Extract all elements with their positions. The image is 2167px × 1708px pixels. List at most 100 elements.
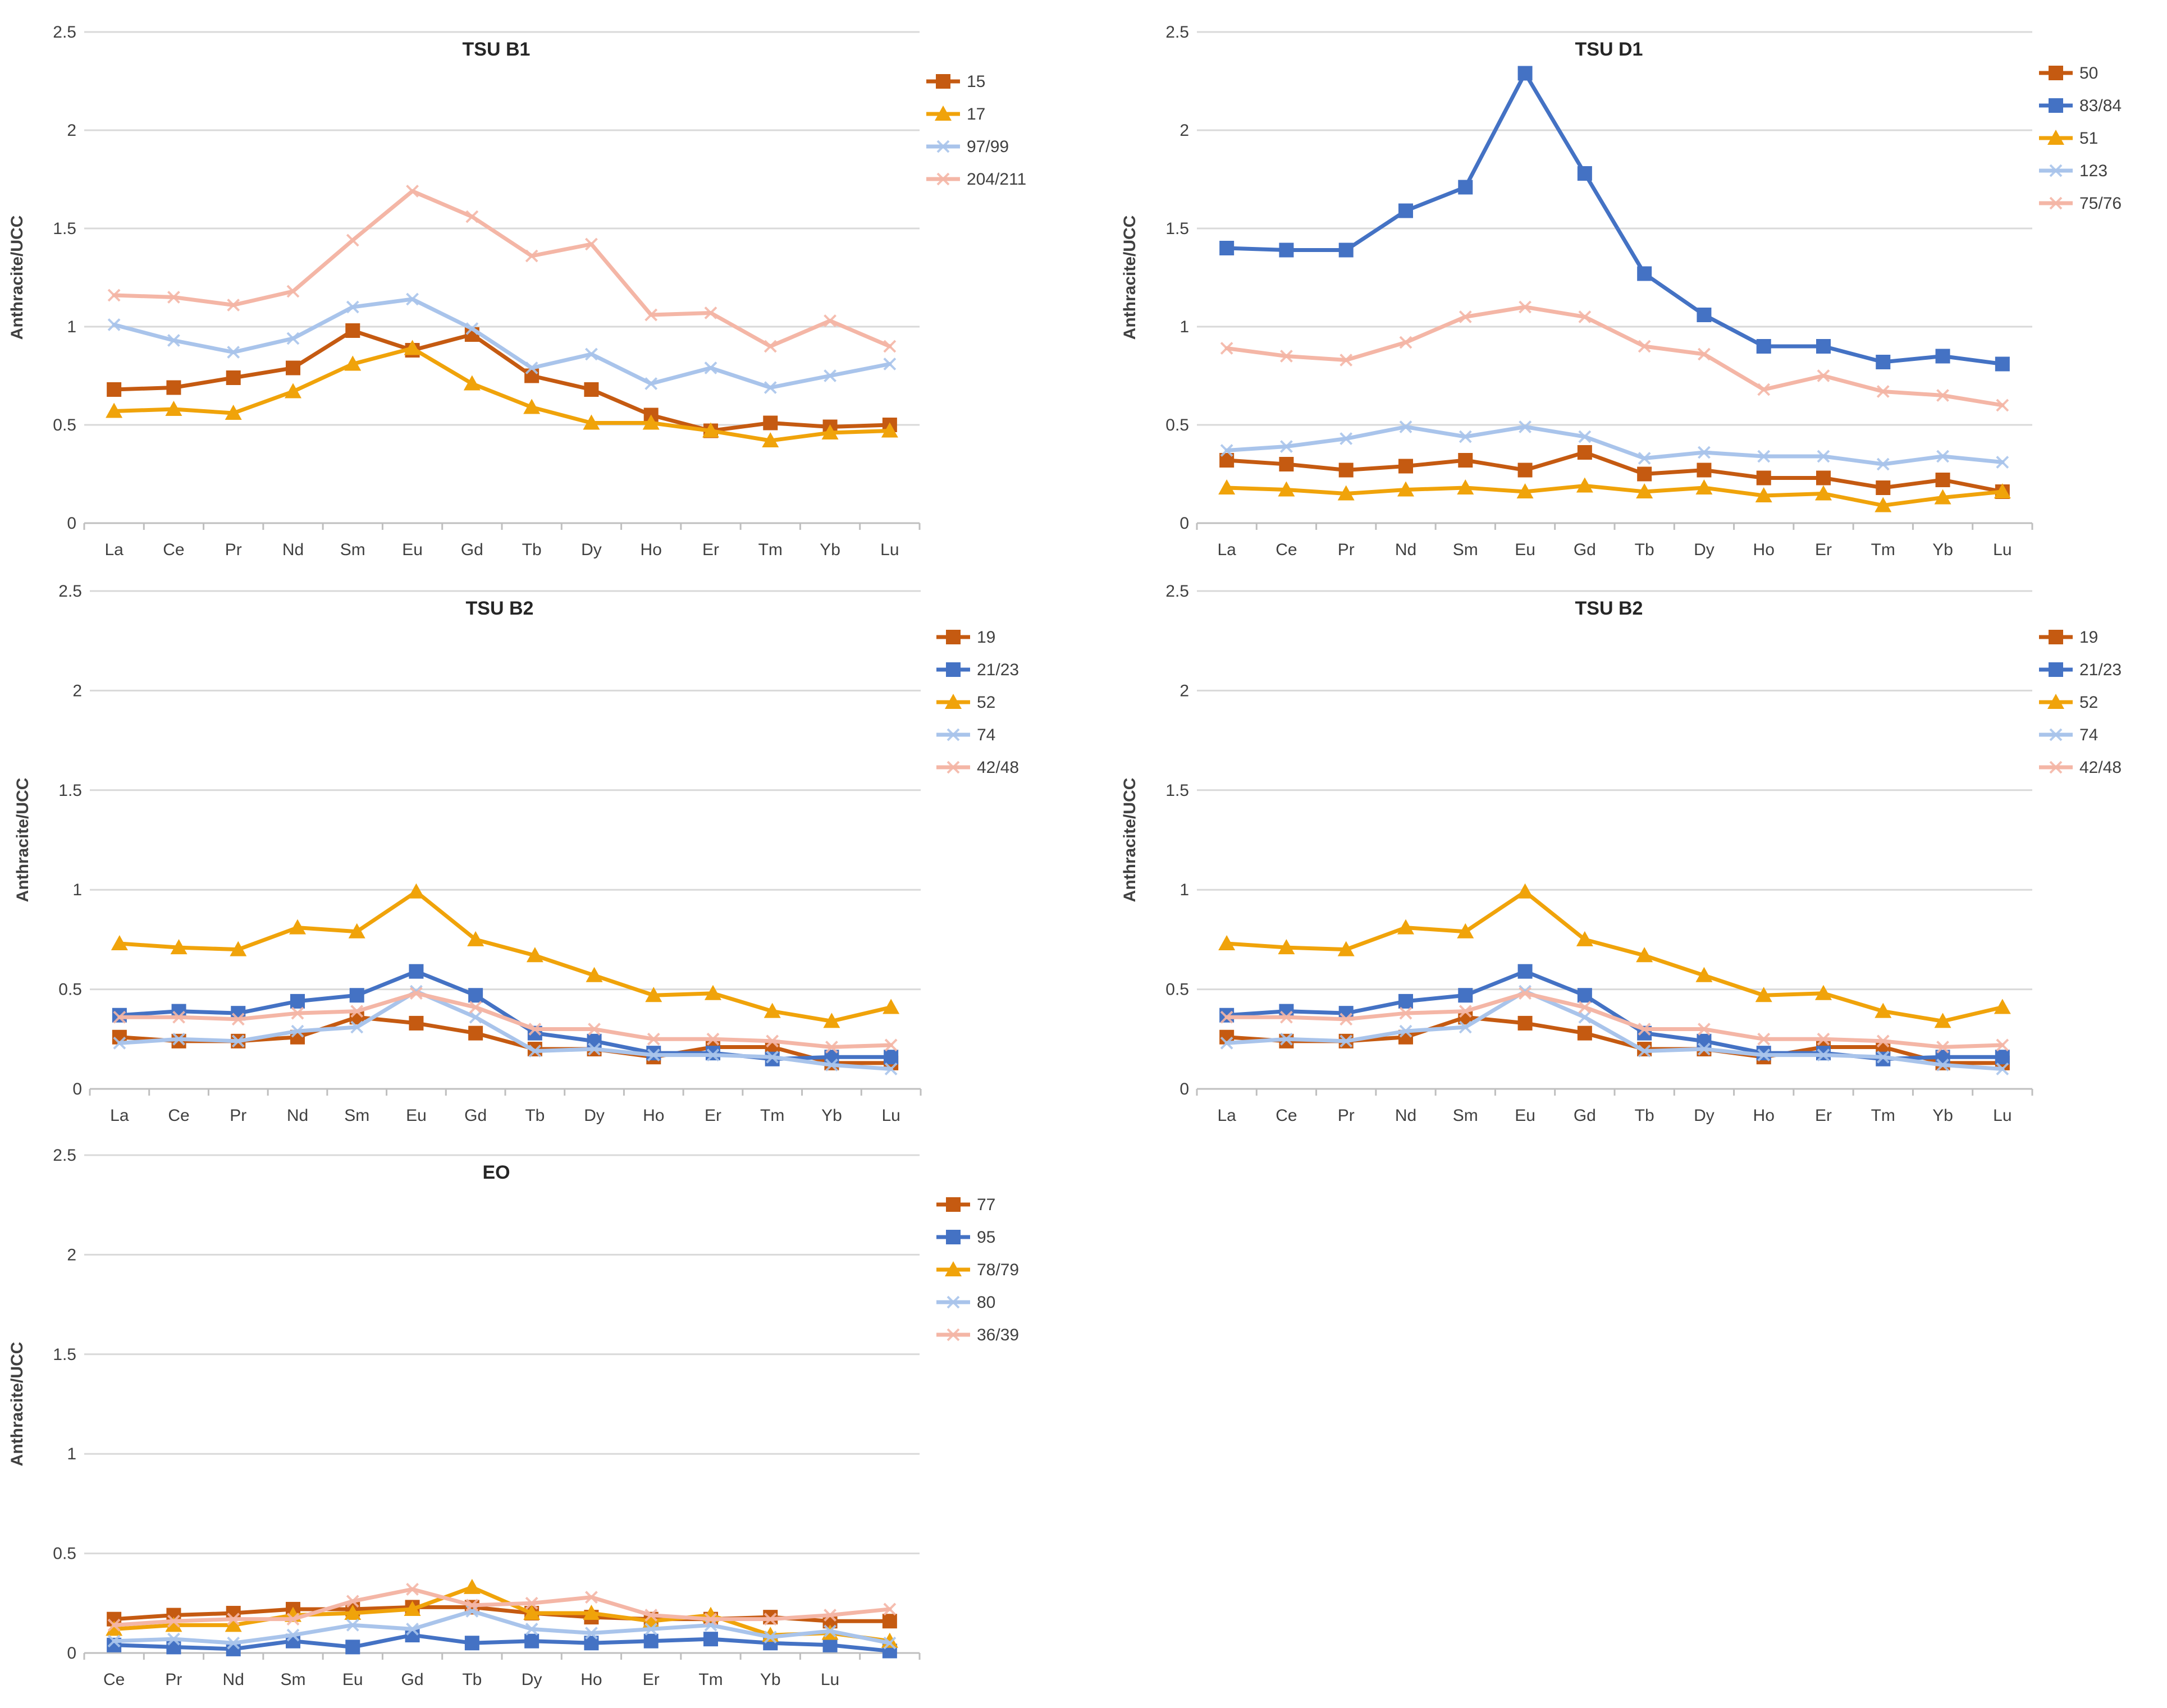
data-point [1339,432,1353,445]
y-tick-label: 1.5 [58,781,82,800]
x-tick-label: Gd [1574,541,1596,559]
data-point [883,999,900,1014]
data-point [410,987,423,1000]
x-tick-label: Sm [1453,1106,1478,1125]
legend-item: 42/48 [2039,758,2122,777]
y-tick-label: 2 [72,681,82,700]
data-point [1578,430,1592,443]
data-point [1817,1032,1830,1046]
y-tick-label: 2 [1179,681,1189,700]
data-point [406,1583,419,1596]
x-tick-label: Eu [406,1106,427,1125]
data-point [465,210,479,223]
x-tick-label: Yb [820,541,840,559]
x-tick-label: Nd [1395,1106,1416,1125]
legend-marker [935,106,952,121]
legend-item: 95 [936,1228,995,1247]
x-tick-label: Dy [581,541,602,559]
series-42-48 [1220,987,2009,1054]
data-point [1817,1048,1830,1062]
x-tick-label: Sm [340,541,365,559]
y-tick-label: 1 [1179,881,1189,899]
legend-label: 74 [2079,726,2098,744]
legend-item: 80 [936,1293,995,1312]
data-point [1876,1050,1890,1064]
legend-item: 51 [2039,129,2098,148]
series-50 [1219,445,2010,499]
data-point [883,1636,897,1650]
data-point [645,987,662,1002]
data-point [1817,450,1830,463]
data-point [647,1048,660,1062]
data-point [588,1042,601,1056]
x-tick-label: Ce [168,1106,189,1125]
legend-label: 42/48 [2079,758,2122,777]
data-point [406,185,419,198]
x-tick-label: Gd [464,1106,487,1125]
data-point [1695,479,1713,494]
data-point [1698,446,1711,459]
y-tick-label: 2.5 [58,582,82,601]
x-tick-label: La [110,1106,129,1125]
data-point [1638,452,1651,465]
data-point [1337,485,1355,501]
data-point [1399,336,1412,349]
data-point [763,415,778,431]
data-point [1517,66,1533,81]
legend-item: 123 [2039,162,2107,180]
data-point [526,947,543,963]
data-point [1936,1059,1949,1071]
x-tick-label: Tb [525,1106,545,1125]
data-point [1577,166,1592,181]
data-point [762,432,779,447]
y-tick-label: 2.5 [1165,582,1189,601]
data-point [1816,339,1831,354]
legend-item: 36/39 [936,1326,1019,1344]
data-point [1876,1034,1890,1048]
data-point [230,941,247,956]
data-point [884,1050,899,1065]
series-line [112,297,892,390]
x-tick-label: Pr [1338,541,1355,559]
data-point [704,306,717,319]
data-point [524,1633,540,1649]
data-point [1816,470,1831,486]
data-point [644,308,658,322]
data-point [1339,1034,1353,1048]
data-point [1876,385,1890,398]
data-point [170,939,188,955]
data-point [585,347,598,361]
data-point [764,1002,781,1018]
data-point [766,1050,779,1064]
x-tick-label: Nd [1395,541,1416,559]
data-point [345,323,360,338]
legend-item: 19 [2039,628,2098,647]
data-point [404,340,421,355]
y-tick-label: 0.5 [53,416,76,434]
legend-marker [936,172,950,186]
data-point [231,1034,245,1048]
y-tick-label: 0 [1179,514,1189,533]
data-point [463,1578,481,1594]
legend-marker [936,74,950,89]
data-point [348,923,365,938]
series-line [112,328,892,433]
data-point [1577,445,1592,460]
data-point [1337,941,1355,956]
legend-item: 74 [936,726,995,744]
x-tick-label: Eu [1515,541,1535,559]
x-tick-label: La [104,541,124,559]
data-point [1220,1010,1233,1024]
data-point [227,346,240,359]
x-tick-label: Er [702,541,719,559]
x-tick-label: Tm [758,541,783,559]
x-tick-label: Yb [1932,541,1953,559]
legend-label: 80 [977,1293,995,1312]
legend-label: 204/211 [967,170,1026,189]
series-line [1224,890,2005,1023]
data-point [406,1623,419,1636]
x-tick-label: Lu [821,1670,839,1689]
legend-label: 77 [977,1196,995,1214]
data-point [525,1596,538,1610]
data-point [107,318,121,331]
